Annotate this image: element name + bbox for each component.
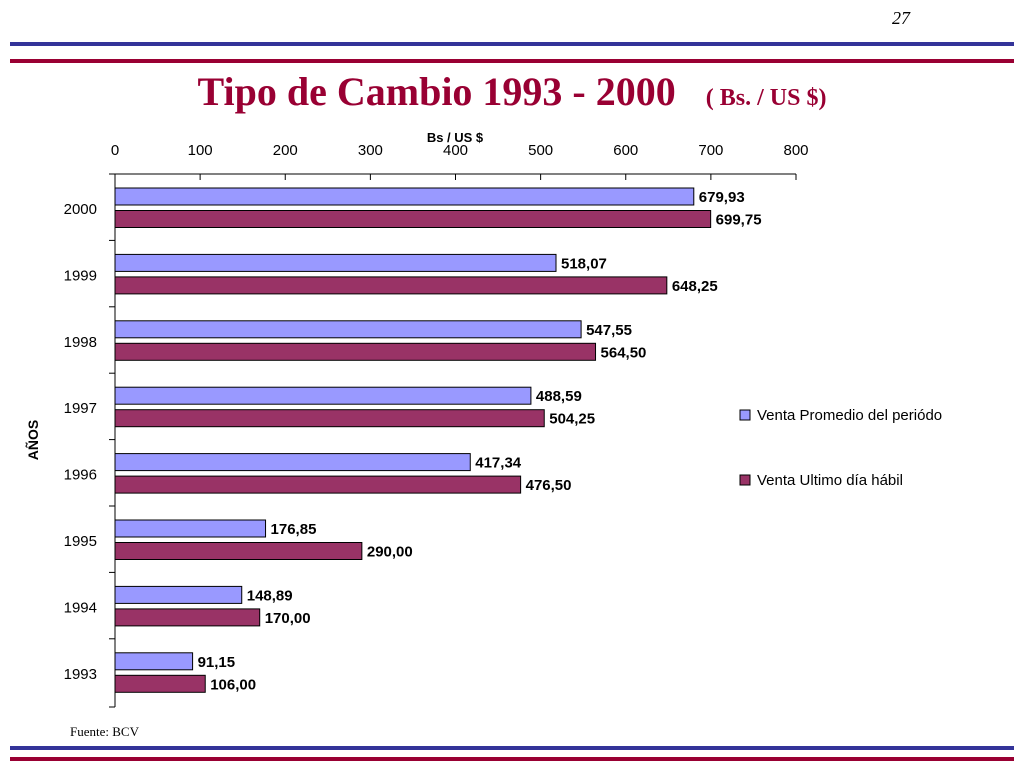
y-axis-title: AÑOS (24, 420, 41, 460)
x-tick-label: 800 (783, 142, 808, 159)
data-label: 564,50 (601, 344, 647, 361)
y-tick-label: 1998 (64, 334, 97, 351)
legend-label: Venta Promedio del periódo (757, 407, 942, 424)
bar (114, 320, 582, 339)
data-label: 504,25 (549, 411, 595, 428)
bar (114, 519, 267, 538)
bar (114, 585, 243, 604)
data-label: 417,34 (475, 455, 522, 472)
bar (114, 276, 668, 295)
top-rule-red (10, 59, 1014, 63)
data-label: 290,00 (367, 544, 413, 561)
x-tick-label: 700 (698, 142, 723, 159)
legend-swatch (739, 474, 751, 486)
data-label: 476,50 (526, 477, 572, 494)
data-label: 91,15 (198, 654, 236, 671)
bar (114, 342, 597, 361)
data-label: 106,00 (210, 676, 256, 693)
x-tick-label: 600 (613, 142, 638, 159)
bar (114, 608, 261, 627)
data-label: 488,59 (536, 388, 582, 405)
exchange-rate-chart: Bs / US $ 0 100 200 300 400 500 600 700 800 AÑOS 20… (24, 130, 942, 708)
y-tick-label: 1997 (64, 400, 97, 417)
bar (114, 652, 194, 671)
bar (114, 253, 557, 272)
top-rule-blue (10, 42, 1014, 46)
bar (114, 542, 363, 560)
data-label: 518,07 (561, 255, 607, 272)
x-tick-label: 500 (528, 142, 553, 159)
bar (114, 674, 206, 693)
data-label: 547,55 (586, 322, 632, 339)
page-number: 27 (892, 8, 910, 28)
x-tick-label: 0 (111, 142, 119, 159)
bottom-rule-blue (10, 746, 1014, 750)
y-tick-label: 1993 (64, 666, 97, 683)
bar (114, 453, 471, 472)
data-label: 679,93 (699, 189, 745, 206)
y-tick-label: 1994 (64, 599, 97, 616)
bar (114, 210, 712, 228)
bar (114, 409, 545, 428)
title-text: Tipo de Cambio 1993 - 2000 (197, 69, 676, 114)
y-tick-label: 2000 (64, 201, 97, 218)
title-unit: ( Bs. / US $) (705, 85, 827, 111)
x-tick-label: 300 (358, 142, 383, 159)
data-label: 699,75 (716, 212, 762, 229)
x-tick-label: 100 (188, 142, 213, 159)
y-tick-label: 1995 (64, 533, 97, 550)
bar (114, 475, 522, 494)
slide-title: Tipo de Cambio 1993 - 2000 ( Bs. / US $) (0, 68, 1024, 115)
data-label: 648,25 (672, 278, 718, 295)
x-tick-label: 200 (273, 142, 298, 159)
bar (114, 187, 695, 206)
x-tick-label: 400 (443, 142, 468, 159)
y-tick-label: 1996 (64, 467, 97, 484)
bar (114, 386, 532, 405)
data-label: 176,85 (271, 521, 317, 538)
legend-label: Venta Ultimo día hábil (757, 472, 903, 489)
source-note: Fuente: BCV (70, 724, 139, 739)
x-axis-title: Bs / US $ (427, 130, 484, 145)
y-tick-label: 1999 (64, 267, 97, 284)
data-label: 148,89 (247, 587, 293, 604)
legend-swatch (739, 409, 751, 421)
bottom-rule-red (10, 757, 1014, 761)
data-label: 170,00 (265, 610, 311, 627)
